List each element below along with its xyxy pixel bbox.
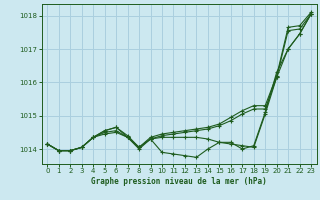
X-axis label: Graphe pression niveau de la mer (hPa): Graphe pression niveau de la mer (hPa) bbox=[91, 177, 267, 186]
